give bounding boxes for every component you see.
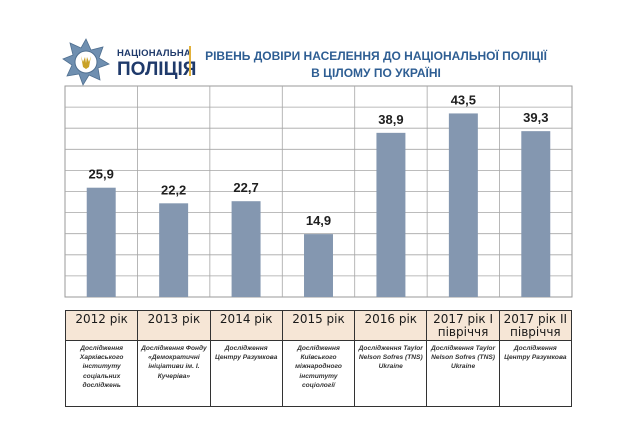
data-label: 14,9 <box>306 213 331 228</box>
source-label: Дослідження Фонду «Демократичні ініціати… <box>137 340 211 407</box>
x-tick-label: 2012 рік <box>64 310 139 341</box>
brand-wordmark: НАЦІОНАЛЬНА ПОЛІЦІЯ <box>117 49 196 79</box>
year-row: 2012 рік 2013 рік 2014 рік 2015 рік 2016 рік… <box>64 310 573 341</box>
bar <box>159 203 189 297</box>
x-tick-label: 2015 рік <box>281 310 356 341</box>
source-label: Дослідження Центру Разумкова <box>498 340 573 407</box>
x-tick-label: 2016 рік <box>354 310 428 341</box>
police-star-icon <box>62 38 110 86</box>
source-row: Дослідження Харківського інституту соціа… <box>64 340 573 407</box>
data-label: 43,5 <box>451 92 476 107</box>
data-label: 25,9 <box>89 167 114 182</box>
data-label: 39,3 <box>523 110 548 125</box>
x-tick-label: 2013 рік <box>137 310 211 341</box>
brand-line-1: НАЦІОНАЛЬНА <box>117 48 191 59</box>
header: НАЦІОНАЛЬНА ПОЛІЦІЯ РІВЕНЬ ДОВІРИ НАСЕЛЕ… <box>0 0 638 90</box>
bar <box>376 132 406 297</box>
data-label: 22,7 <box>233 180 258 195</box>
source-label: Дослідження Харківського інституту соціа… <box>64 340 139 407</box>
bar <box>448 113 478 298</box>
source-label: Дослідження Київського міжнародного інст… <box>281 340 356 407</box>
bar <box>231 201 261 297</box>
brand-line-2: ПОЛІЦІЯ <box>117 58 197 80</box>
source-label: Дослідження Taylor Nelson Sofres (TNS) U… <box>426 340 500 407</box>
source-label: Дослідження Taylor Nelson Sofres (TNS) U… <box>354 340 428 407</box>
source-label: Дослідження Центру Разумкова <box>209 340 283 407</box>
bar <box>521 131 551 297</box>
x-tick-label: 2017 рік І півріччя <box>426 310 500 341</box>
title-line-1: РІВЕНЬ ДОВІРИ НАСЕЛЕННЯ ДО НАЦІОНАЛЬНОЇ … <box>205 49 547 63</box>
category-table: 2012 рік 2013 рік 2014 рік 2015 рік 2016 рік… <box>64 310 573 407</box>
data-label: 38,9 <box>378 112 403 127</box>
data-label: 22,2 <box>161 182 186 197</box>
bar <box>304 234 333 297</box>
x-tick-label: 2014 рік <box>209 310 283 341</box>
x-tick-label: 2017 рік ІІ півріччя <box>498 310 573 341</box>
brand-divider <box>189 46 191 76</box>
chart-title: РІВЕНЬ ДОВІРИ НАСЕЛЕННЯ ДО НАЦІОНАЛЬНОЇ … <box>196 48 556 82</box>
title-line-2: В ЦІЛОМУ ПО УКРАЇНІ <box>311 66 441 80</box>
bar <box>86 187 116 297</box>
